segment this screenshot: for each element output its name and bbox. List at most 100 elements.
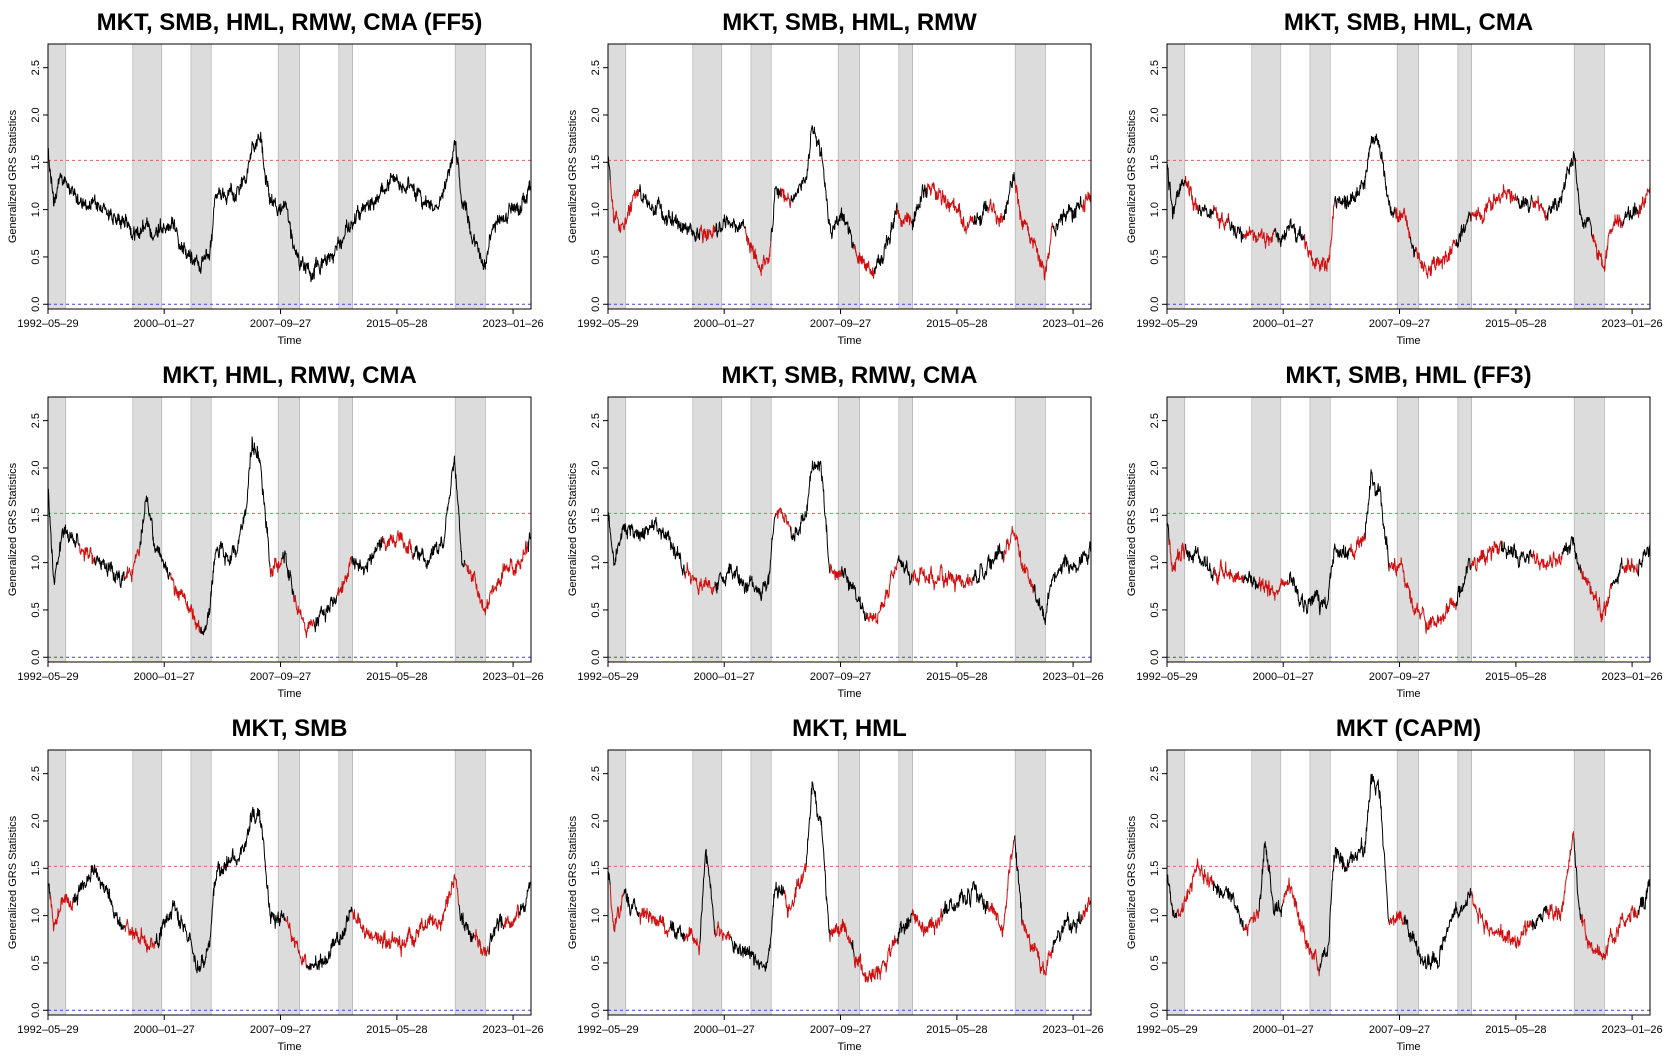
series-line-red (988, 836, 1015, 937)
recession-band (1574, 397, 1604, 662)
y-tick-label: 2.5 (1149, 413, 1161, 428)
y-tick-label: 2.5 (590, 766, 602, 781)
series-line-black (519, 882, 531, 915)
y-tick-label: 0.0 (30, 1003, 42, 1018)
chart-svg: MKT, SMB, HML, RMW0.00.51.01.52.02.51992… (560, 0, 1120, 350)
recession-band (899, 750, 913, 1015)
y-tick-label: 1.0 (1149, 555, 1161, 570)
y-tick-label: 0.0 (30, 650, 42, 665)
series-line-black (1198, 205, 1213, 219)
series-line-black (874, 203, 897, 274)
x-tick-label: 2015–05–28 (366, 1024, 427, 1036)
recession-band (278, 44, 299, 309)
y-tick-label: 0.0 (590, 1003, 602, 1018)
x-axis-label: Time (277, 335, 301, 347)
y-tick-label: 2.5 (30, 413, 42, 428)
x-tick-label: 2023–01–26 (1043, 1024, 1104, 1036)
y-axis-label: Generalized GRS Statistics (567, 815, 579, 949)
series-line-black (624, 889, 639, 917)
x-tick-label: 1992–05–29 (1136, 1024, 1197, 1036)
y-tick-label: 2.0 (1149, 813, 1161, 828)
x-tick-label: 2023–01–26 (482, 1024, 543, 1036)
y-tick-label: 1.0 (590, 908, 602, 923)
series-line-black (73, 865, 125, 930)
chart-title: MKT, SMB, HML (FF3) (1285, 362, 1531, 389)
recession-band (1574, 750, 1604, 1015)
series-line-red (785, 864, 807, 918)
series-line-black (791, 461, 830, 573)
x-tick-label: 2015–05–28 (1485, 671, 1546, 683)
y-tick-label: 2.0 (590, 813, 602, 828)
series-line-black (352, 536, 382, 575)
recession-band (838, 750, 859, 1015)
series-line-red (1623, 558, 1638, 574)
series-line-red (1214, 560, 1244, 585)
chart-title: MKT (CAPM) (1336, 715, 1481, 742)
y-tick-label: 1.0 (30, 555, 42, 570)
series-line-red (1547, 832, 1574, 921)
series-line-red (1214, 205, 1229, 230)
y-axis-label: Generalized GRS Statistics (7, 815, 19, 949)
series-line-black (1053, 196, 1082, 236)
y-axis-label: Generalized GRS Statistics (7, 462, 19, 596)
x-tick-label: 1992–05–29 (1136, 671, 1197, 683)
x-tick-label: 2023–01–26 (1043, 671, 1104, 683)
series-line-red (1532, 551, 1562, 570)
y-tick-label: 1.0 (1149, 908, 1161, 923)
chart-title: MKT, SMB, RMW, CMA (722, 362, 978, 389)
series-line-black (771, 186, 781, 241)
chart-svg: MKT, SMB, RMW, CMA0.00.51.01.52.02.51992… (560, 353, 1120, 703)
y-tick-label: 2.5 (30, 60, 42, 75)
y-tick-label: 2.0 (30, 813, 42, 828)
series-line-red (867, 563, 898, 624)
chart-svg: MKT, SMB, HML, RMW, CMA (FF5)0.00.51.01.… (0, 0, 560, 350)
series-line-black (1186, 544, 1214, 581)
y-tick-label: 1.5 (1149, 861, 1161, 876)
chart-title: MKT, SMB (232, 715, 348, 742)
recession-band (1015, 44, 1045, 309)
recession-band (693, 397, 722, 662)
series-line-black (1053, 912, 1082, 953)
series-line-red (383, 531, 414, 560)
y-tick-label: 1.5 (1149, 508, 1161, 523)
recession-band (1015, 750, 1045, 1015)
x-tick-label: 1992–05–29 (577, 671, 638, 683)
series-line-red (639, 908, 670, 937)
x-tick-label: 1992–05–29 (17, 671, 78, 683)
x-tick-label: 2007–09–27 (1369, 1024, 1430, 1036)
y-tick-label: 1.0 (30, 202, 42, 217)
x-tick-label: 2015–05–28 (366, 671, 427, 683)
x-tick-label: 2015–05–28 (926, 1024, 987, 1036)
y-tick-label: 1.0 (1149, 202, 1161, 217)
y-tick-label: 1.5 (30, 508, 42, 523)
y-axis-label: Generalized GRS Statistics (1126, 815, 1138, 949)
y-tick-label: 2.5 (1149, 766, 1161, 781)
recession-band (1458, 750, 1472, 1015)
y-tick-label: 2.0 (1149, 460, 1161, 475)
series-line-black (1623, 203, 1638, 226)
y-axis-label: Generalized GRS Statistics (1126, 462, 1138, 596)
x-tick-label: 2000–01–27 (134, 318, 195, 330)
y-axis-label: Generalized GRS Statistics (567, 109, 579, 243)
y-tick-label: 1.5 (590, 508, 602, 523)
x-tick-label: 2007–09–27 (250, 1024, 311, 1036)
series-line-black (1003, 172, 1015, 219)
y-tick-label: 0.0 (590, 297, 602, 312)
recession-band (339, 750, 353, 1015)
x-tick-label: 2023–01–26 (1602, 318, 1663, 330)
series-line-black (973, 201, 988, 225)
x-axis-label: Time (837, 1041, 861, 1053)
y-axis-label: Generalized GRS Statistics (7, 109, 19, 243)
series-line-red (1350, 533, 1365, 559)
y-tick-label: 1.0 (590, 202, 602, 217)
chart-title: MKT, SMB, HML, CMA (1284, 9, 1533, 36)
series-line-black (1532, 906, 1547, 930)
recession-band (693, 44, 722, 309)
series-line-black (1365, 470, 1389, 572)
x-axis-label: Time (277, 688, 301, 700)
